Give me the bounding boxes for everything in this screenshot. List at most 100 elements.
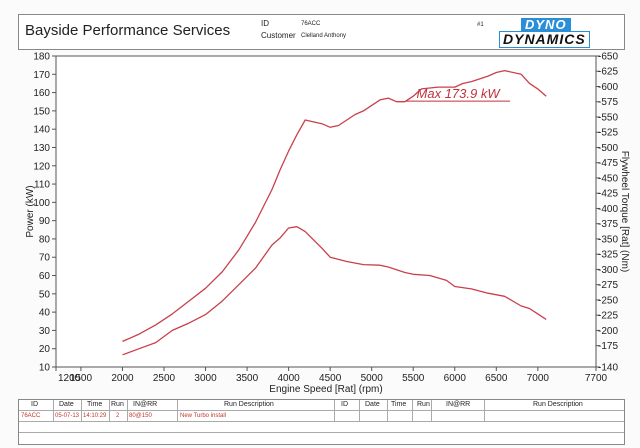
torque-curve <box>122 226 547 356</box>
run-table-header-row: ID Date Time Run IN@RR Run Description I… <box>19 400 624 411</box>
x-tick-label: 7000 <box>527 373 550 384</box>
x-tick-label: 4000 <box>277 373 300 384</box>
y-left-tick-label: 50 <box>39 289 51 300</box>
table-column-divider <box>334 400 335 422</box>
cell-date: 05-07-13 <box>55 413 80 419</box>
table-column-divider <box>109 400 110 422</box>
y-right-tick-label: -475 <box>598 158 618 169</box>
col-date-header: Date <box>59 401 74 408</box>
y-left-tick-label: 140 <box>33 125 50 136</box>
col-inrr-header-2: IN@RR <box>446 401 471 408</box>
x-tick-label: 6000 <box>444 373 467 384</box>
dyno-dynamics-logo: DYNO DYNAMICS <box>499 18 621 48</box>
cell-inrr: 80@150 <box>129 413 152 419</box>
col-description-header-2: Run Description <box>533 401 583 408</box>
col-id-header: ID <box>31 401 38 408</box>
x-tick-label: 1200 <box>58 373 81 384</box>
y-right-tick-label: -500 <box>598 143 618 154</box>
table-divider <box>19 421 624 422</box>
y-left-tick-label: 20 <box>39 344 51 355</box>
logo-bottom-text: DYNAMICS <box>499 31 590 48</box>
customer-label: Customer <box>261 31 296 40</box>
y-right-tick-label: -175 <box>598 341 618 352</box>
y-right-tick-label: -450 <box>598 173 618 184</box>
table-row: 76ACC 05-07-13 14:10:29 2 80@150 New Tur… <box>19 411 624 422</box>
y-left-tick-label: 110 <box>34 180 50 191</box>
col-time-header-2: Time <box>391 401 407 408</box>
table-column-divider <box>484 400 485 422</box>
y-left-tick-label: 80 <box>39 234 51 245</box>
y-right-tick-label: -550 <box>598 112 618 123</box>
y-right-tick-label: -350 <box>598 234 618 245</box>
y-right-tick-label: -525 <box>598 128 618 139</box>
id-value: 76ACC <box>301 21 321 27</box>
col-description-header: Run Description <box>224 401 274 408</box>
y-right-tick-label: -200 <box>598 326 618 337</box>
y-left-tick-label: 160 <box>33 88 50 99</box>
y-left-tick-label: 180 <box>33 52 50 63</box>
y-left-tick-label: 70 <box>39 253 51 264</box>
y-right-tick-label: -650 <box>598 52 618 63</box>
y-left-tick-label: 40 <box>39 308 51 319</box>
col-run-header-2: Run <box>417 401 430 408</box>
table-column-divider <box>81 400 82 422</box>
y-left-tick-label: 120 <box>33 161 50 172</box>
y-right-tick-label: -275 <box>598 280 618 291</box>
y-left-tick-label: 150 <box>33 106 50 117</box>
x-tick-label: 2000 <box>111 373 134 384</box>
cell-run: 2 <box>116 413 120 419</box>
x-tick-label: 4500 <box>319 373 342 384</box>
y-right-tick-label: -600 <box>598 82 618 93</box>
col-date-header-2: Date <box>365 401 380 408</box>
col-inrr-header: IN@RR <box>133 401 158 408</box>
x-tick-label: 1500 <box>70 373 93 384</box>
y-left-tick-label: 30 <box>39 326 51 337</box>
x-tick-label: 2500 <box>153 373 176 384</box>
table-column-divider <box>431 400 432 422</box>
col-id-header-2: ID <box>341 401 348 408</box>
y-left-tick-label: 90 <box>39 216 51 227</box>
x-axis-title: Engine Speed [Rat] (rpm) <box>269 384 382 395</box>
table-column-divider <box>53 400 54 422</box>
x-tick-label: 5000 <box>361 373 384 384</box>
y-right-tick-label: -140 <box>598 363 618 374</box>
table-divider <box>19 432 624 433</box>
cell-description: New Turbo install <box>180 413 227 419</box>
col-run-header: Run <box>111 401 124 408</box>
table-column-divider <box>412 400 413 422</box>
run-number: #1 <box>477 22 484 28</box>
dyno-chart: 10 20 30 40 50 60 70 80 90 100 110 120 130 140 150 160 1… <box>25 52 630 396</box>
max-power-annotation: Max 173.9 kW <box>417 86 502 101</box>
cell-time: 14:10:29 <box>83 413 107 419</box>
y-left-tick-label: 170 <box>33 70 50 81</box>
x-tick-label: 3500 <box>236 373 259 384</box>
y-right-tick-label: -250 <box>598 295 618 306</box>
y-left-tick-label: 60 <box>39 271 51 282</box>
y-right-tick-label: -625 <box>598 67 618 78</box>
y-left-tick-label: 10 <box>39 363 51 374</box>
x-tick-label: 3000 <box>194 373 217 384</box>
y-left-tick-label: 100 <box>33 198 50 209</box>
table-divider <box>19 410 624 411</box>
y-right-tick-label: -225 <box>598 311 618 322</box>
y-right-tick-label: -400 <box>598 204 618 215</box>
table-column-divider <box>127 400 128 422</box>
x-tick-label: 5500 <box>402 373 425 384</box>
y-right-tick-label: -425 <box>598 189 618 200</box>
y-right-tick-label: -575 <box>598 97 618 108</box>
power-curve <box>122 69 547 342</box>
x-tick-label: 7700 <box>585 373 608 384</box>
shop-name: Bayside Performance Services <box>25 22 231 39</box>
y-right-tick-label: -375 <box>598 219 618 230</box>
x-tick-label: 6500 <box>485 373 508 384</box>
col-time-header: Time <box>87 401 103 408</box>
report-header: Bayside Performance Services ID 76ACC Cu… <box>18 14 625 50</box>
y-left-axis-title: Power (kW) <box>25 185 36 237</box>
y-right-tick-label: -300 <box>598 265 618 276</box>
cell-id: 76ACC <box>21 413 41 419</box>
id-label: ID <box>261 19 269 28</box>
table-column-divider <box>387 400 388 422</box>
y-right-axis-title: Flywheel Torque [Rat] (Nm) <box>619 151 630 273</box>
y-right-tick-label: -325 <box>598 250 618 261</box>
